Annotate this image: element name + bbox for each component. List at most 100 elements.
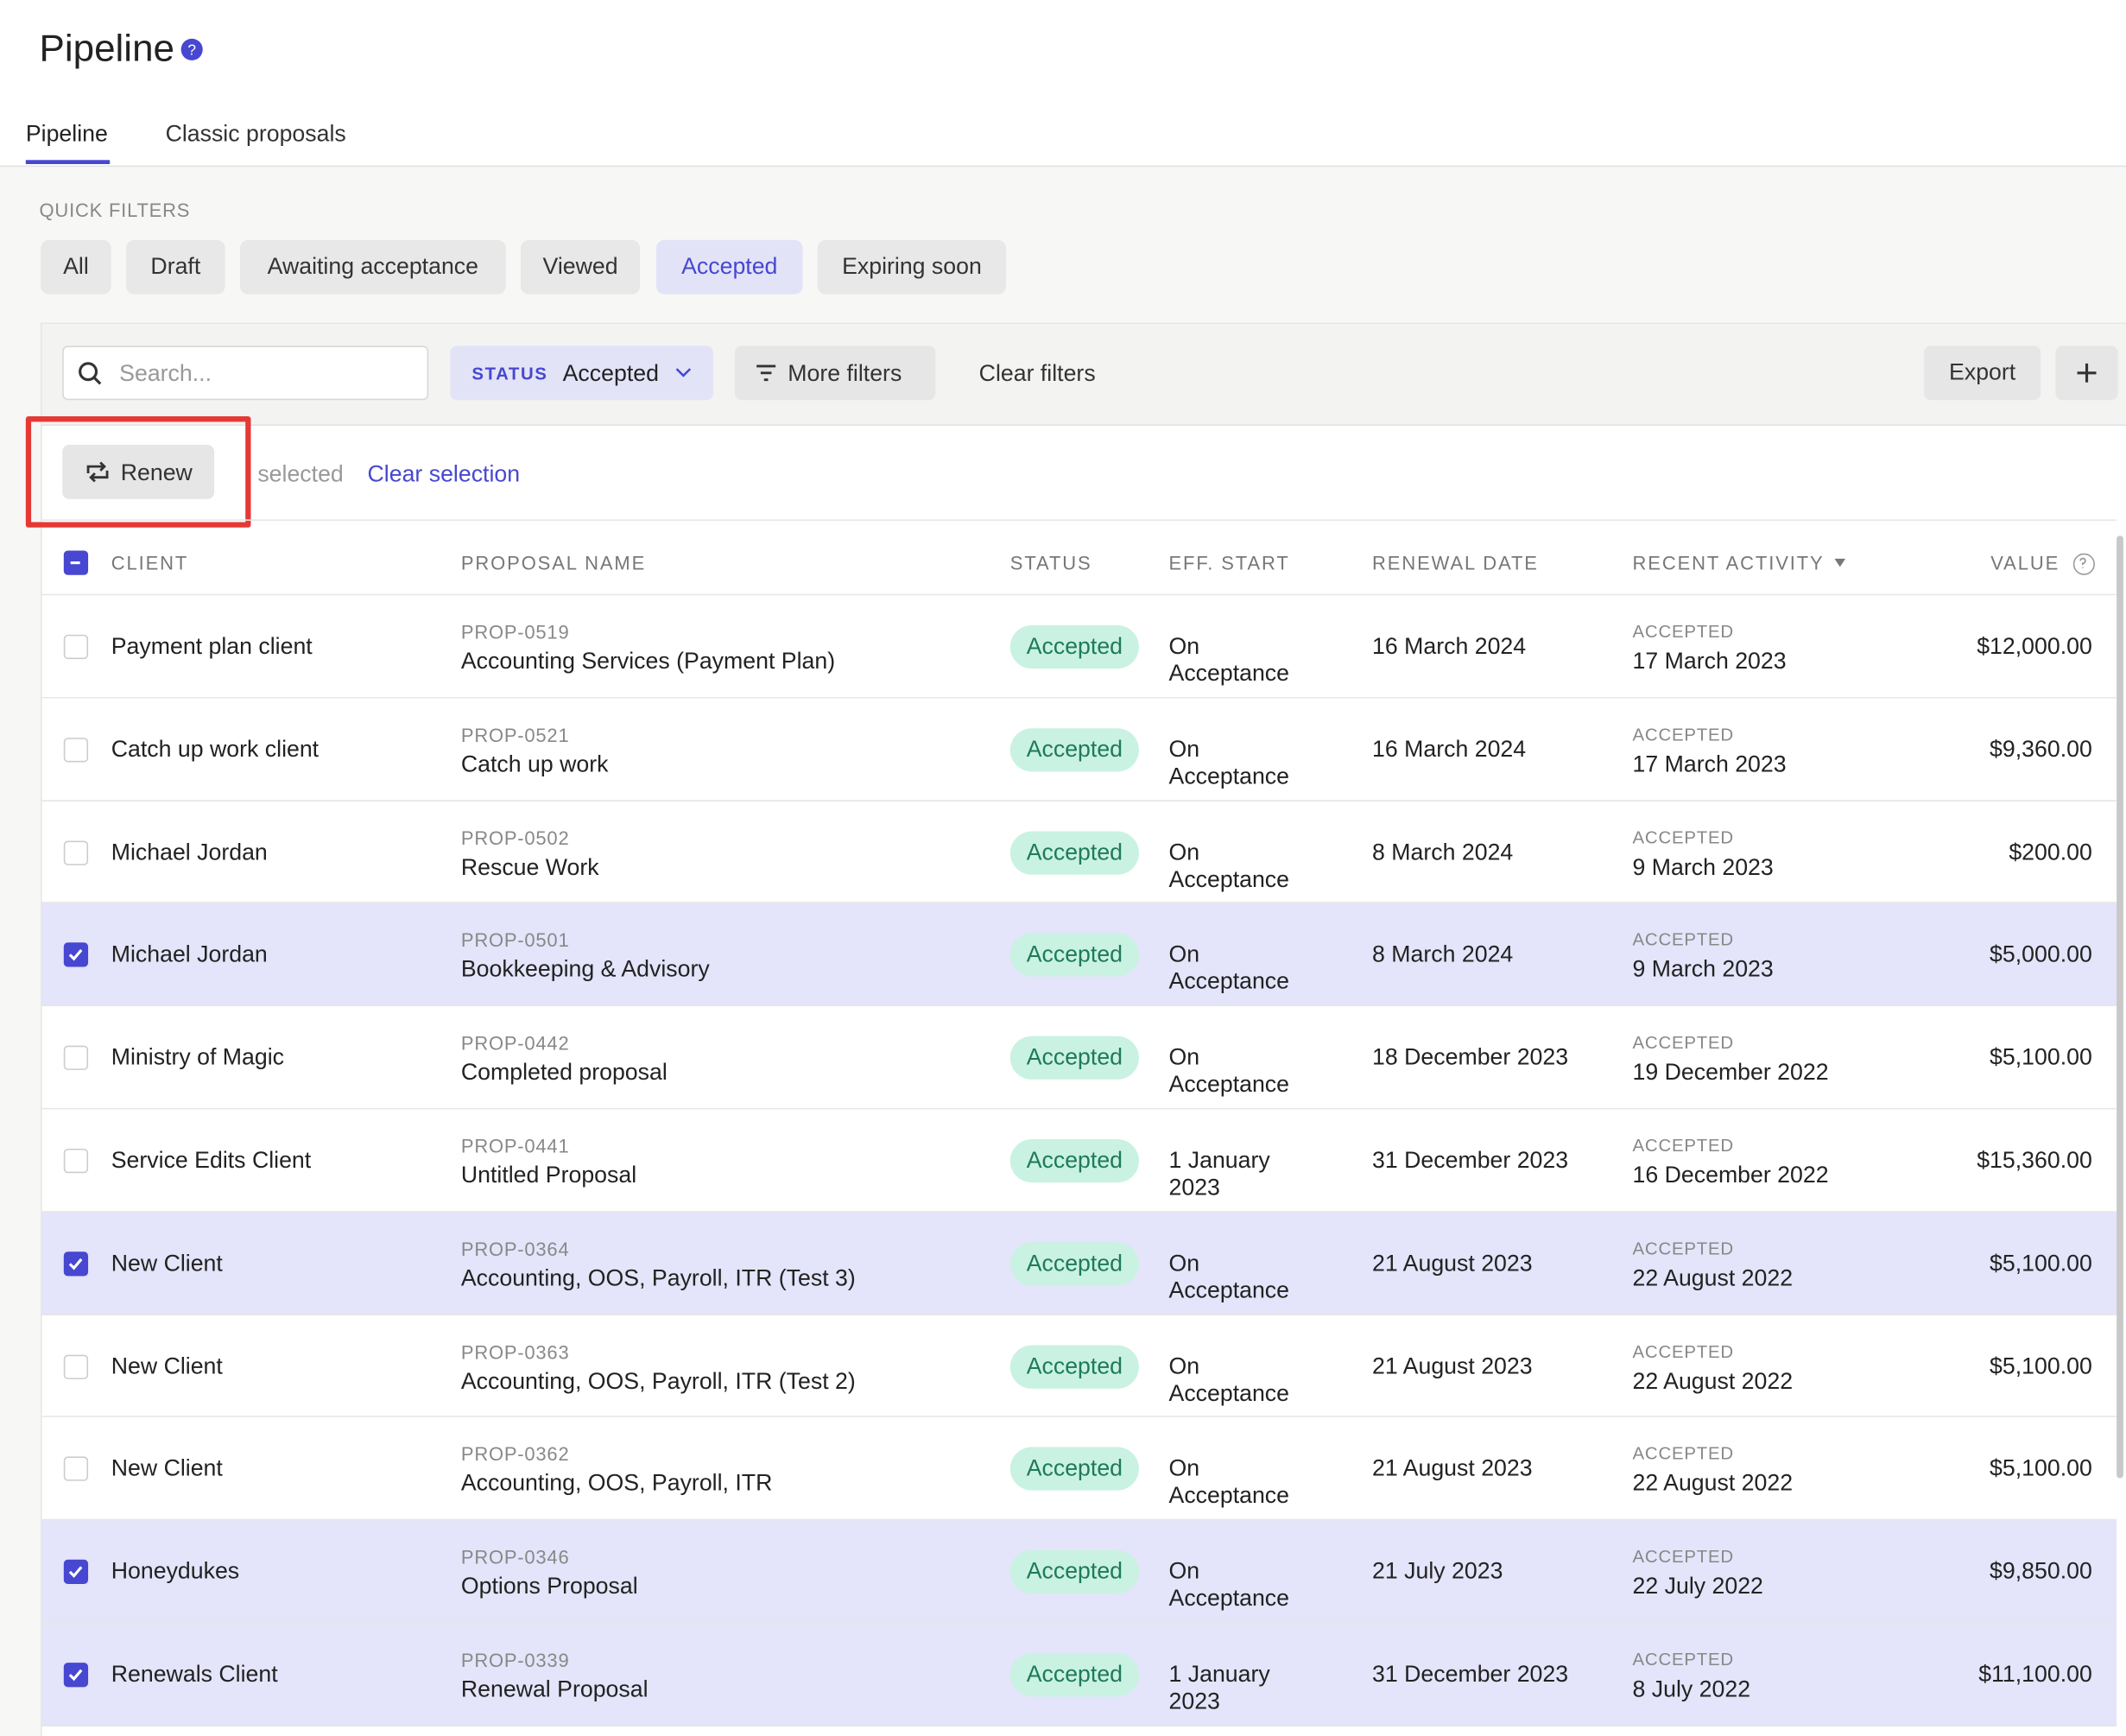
value: $15,360.00 [1977, 1147, 2092, 1174]
row-checkbox[interactable] [64, 840, 88, 865]
page-title: Pipeline [40, 27, 174, 70]
column-header[interactable]: CLIENT [111, 552, 189, 573]
column-header[interactable]: RECENT ACTIVITY [1633, 552, 1825, 573]
row-checkbox[interactable] [64, 1149, 88, 1173]
eff-start: On Acceptance [1169, 1044, 1298, 1099]
value: $5,100.00 [1990, 1353, 2092, 1379]
client-name: Renewals Client [111, 1661, 278, 1688]
more-filters-text: More filters [788, 361, 902, 388]
tab[interactable]: Classic proposals [166, 121, 346, 148]
clear-selection[interactable]: Clear selection [368, 461, 521, 488]
activity-date: 22 August 2022 [1633, 1471, 1794, 1498]
row-checkbox[interactable] [64, 1354, 88, 1378]
row-checkbox[interactable] [64, 738, 88, 762]
row-checkbox[interactable] [64, 635, 88, 659]
client-name: New Client [111, 1353, 223, 1379]
row-checkbox[interactable] [64, 1046, 88, 1070]
clear-filters[interactable]: Clear filters [979, 361, 1096, 388]
status-badge: Accepted [1010, 625, 1139, 668]
status-badge: Accepted [1010, 1550, 1139, 1593]
eff-start: On Acceptance [1169, 1250, 1298, 1304]
status-badge: Accepted [1010, 1036, 1139, 1080]
row-checkbox[interactable] [64, 1457, 88, 1481]
proposal-name: Options Proposal [461, 1574, 638, 1600]
client-name: Michael Jordan [111, 941, 268, 968]
proposal-name: Catch up work [461, 751, 609, 777]
value: $11,100.00 [1978, 1661, 2092, 1688]
eff-start: On Acceptance [1169, 1455, 1298, 1510]
select-all-checkbox[interactable] [64, 551, 88, 575]
quick-filter-chip[interactable]: Viewed [521, 240, 640, 295]
quick-filter-chip[interactable]: All [41, 240, 111, 295]
export-button[interactable]: Export [1924, 345, 2041, 400]
row-checkbox[interactable] [64, 1663, 88, 1687]
eff-start: 1 January 2023 [1169, 1147, 1298, 1201]
activity-label: ACCEPTED [1633, 827, 1734, 847]
renewal-date: 8 March 2024 [1372, 941, 1513, 968]
value: $5,100.00 [1990, 1250, 2092, 1277]
column-header[interactable]: EFF. START [1169, 552, 1290, 573]
renewal-date: 31 December 2023 [1372, 1147, 1568, 1174]
client-name: New Client [111, 1250, 223, 1277]
activity-label: ACCEPTED [1633, 929, 1734, 950]
column-header[interactable]: STATUS [1010, 552, 1092, 573]
status-filter-label: STATUS [471, 364, 547, 384]
activity-date: 9 March 2023 [1633, 956, 1774, 983]
scrollbar[interactable] [2117, 535, 2123, 1478]
proposal-name: Completed proposal [461, 1059, 668, 1086]
value: $12,000.00 [1977, 633, 2092, 660]
proposal-name: Accounting Services (Payment Plan) [461, 648, 835, 675]
client-name: Michael Jordan [111, 839, 268, 865]
row-checkbox[interactable] [64, 1251, 88, 1276]
value: $5,100.00 [1990, 1044, 2092, 1071]
row-checkbox[interactable] [64, 943, 88, 967]
proposal-name: Bookkeeping & Advisory [461, 956, 710, 983]
renewal-date: 18 December 2023 [1372, 1044, 1568, 1071]
quick-filter-chip[interactable]: Draft [126, 240, 225, 295]
activity-label: ACCEPTED [1633, 1238, 1734, 1258]
activity-date: 19 December 2022 [1633, 1059, 1829, 1086]
client-name: Service Edits Client [111, 1147, 311, 1174]
activity-label: ACCEPTED [1633, 1649, 1734, 1669]
proposal-id: PROP-0339 [461, 1649, 570, 1670]
chevron [675, 366, 692, 380]
tab[interactable]: Pipeline [26, 121, 108, 148]
eff-start: 1 January 2023 [1169, 1661, 1298, 1715]
proposal-id: PROP-0441 [461, 1135, 570, 1156]
status-badge: Accepted [1010, 831, 1139, 874]
activity-date: 17 March 2023 [1633, 751, 1787, 777]
eff-start: On Acceptance [1169, 941, 1298, 996]
tab-underline [26, 160, 110, 164]
activity-date: 8 July 2022 [1633, 1676, 1751, 1703]
renewal-date: 8 March 2024 [1372, 839, 1513, 865]
help-icon[interactable]: ? [180, 38, 204, 61]
column-header[interactable]: RENEWAL DATE [1372, 552, 1539, 573]
value: $5,000.00 [1990, 941, 2092, 968]
client-name: Honeydukes [111, 1558, 239, 1585]
column-header[interactable]: VALUE [1990, 552, 2060, 573]
row-checkbox[interactable] [64, 1560, 88, 1584]
search-placeholder: Search... [119, 361, 212, 388]
activity-label: ACCEPTED [1633, 621, 1734, 642]
renewal-date: 21 August 2023 [1372, 1455, 1533, 1482]
quick-filter-chip[interactable]: Awaiting acceptance [240, 240, 506, 295]
proposal-id: PROP-0501 [461, 929, 570, 951]
proposal-id: PROP-0442 [461, 1032, 570, 1054]
status-badge: Accepted [1010, 1345, 1139, 1388]
renewal-date: 16 March 2024 [1372, 633, 1526, 660]
proposal-id: PROP-0519 [461, 621, 570, 643]
search-box[interactable] [62, 345, 428, 400]
quick-filter-chip[interactable]: Accepted [656, 240, 803, 295]
activity-label: ACCEPTED [1633, 1443, 1734, 1464]
filter-icon [756, 364, 777, 383]
client-name: Catch up work client [111, 736, 319, 763]
proposal-id: PROP-0364 [461, 1238, 570, 1259]
proposal-id: PROP-0346 [461, 1546, 570, 1568]
status-filter-value: Accepted [563, 361, 659, 388]
quick-filter-chip[interactable]: Expiring soon [818, 240, 1006, 295]
value: $9,850.00 [1990, 1558, 2092, 1585]
activity-date: 16 December 2022 [1633, 1162, 1829, 1188]
activity-date: 9 March 2023 [1633, 853, 1774, 880]
column-header[interactable]: PROPOSAL NAME [461, 552, 646, 573]
